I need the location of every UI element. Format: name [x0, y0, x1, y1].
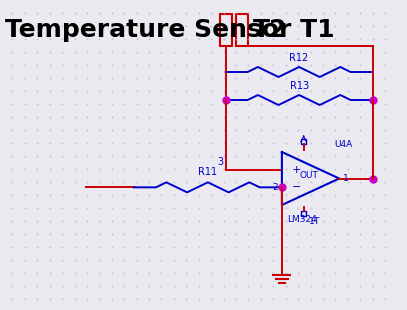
- Text: R11: R11: [198, 167, 217, 177]
- Text: R12: R12: [289, 53, 309, 63]
- Bar: [301, 139, 306, 144]
- Text: 1: 1: [309, 216, 314, 225]
- Text: LM324: LM324: [287, 215, 316, 224]
- Text: 1: 1: [343, 174, 349, 183]
- Text: U4A: U4A: [335, 140, 353, 149]
- Text: Temperature Sensor T1: Temperature Sensor T1: [5, 18, 335, 42]
- Text: 2: 2: [272, 183, 278, 192]
- Text: OUT: OUT: [299, 171, 318, 180]
- Text: 3: 3: [217, 157, 223, 167]
- Bar: [236, 14, 248, 46]
- Text: −: −: [291, 182, 301, 192]
- Bar: [301, 211, 306, 216]
- Bar: [220, 14, 232, 46]
- Text: +: +: [291, 165, 301, 175]
- Text: T2: T2: [253, 18, 288, 42]
- Text: R13: R13: [289, 81, 309, 91]
- Text: T: T: [313, 216, 319, 225]
